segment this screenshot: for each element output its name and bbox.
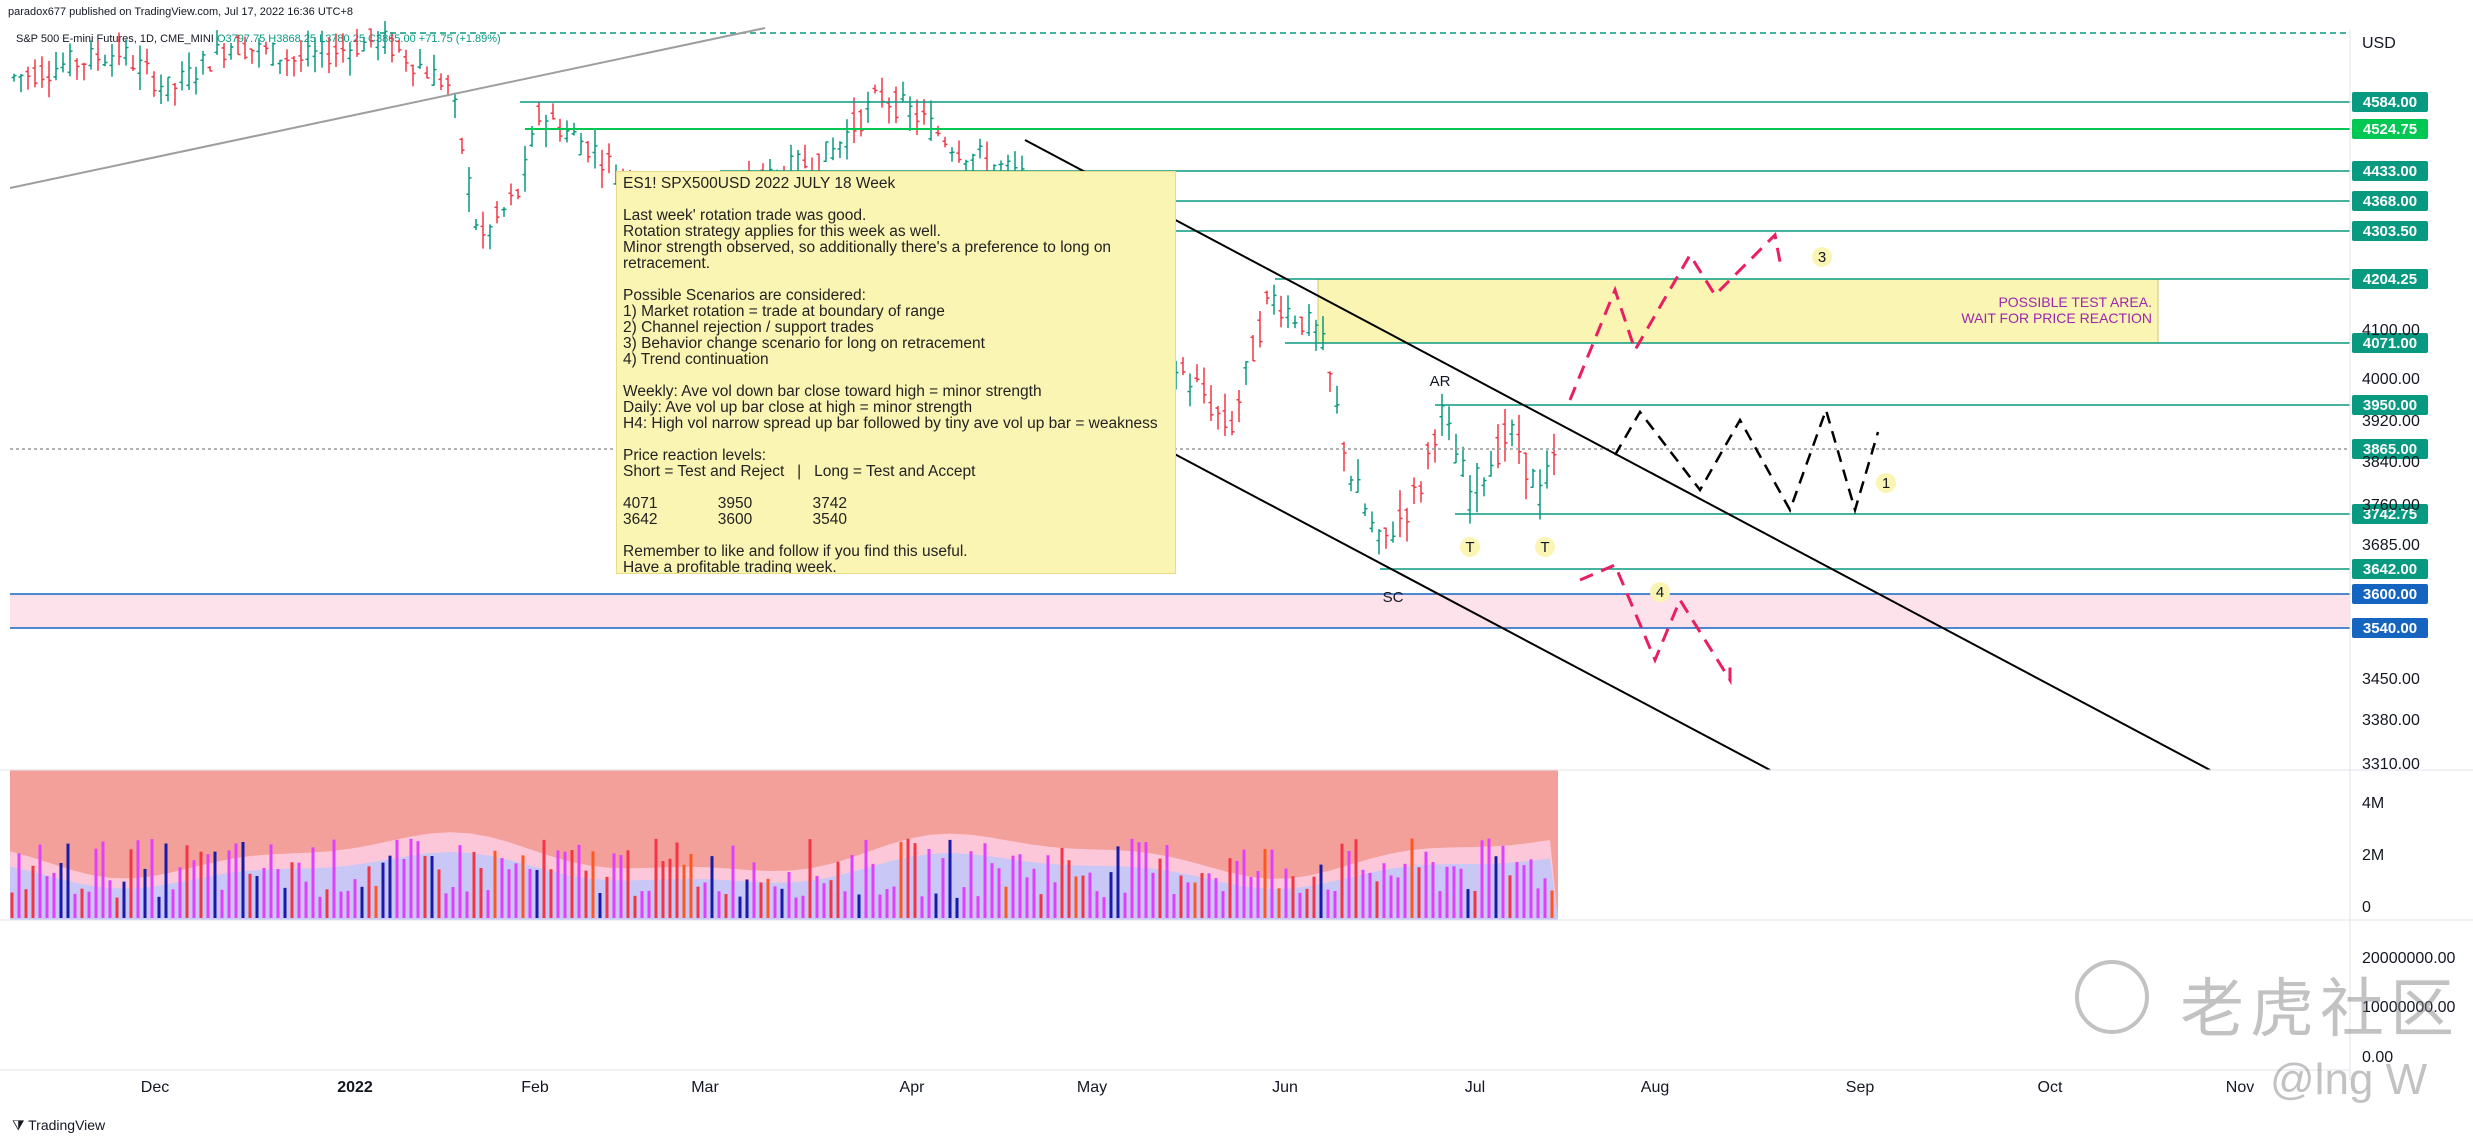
price-level-value: 4433.00 (2363, 163, 2417, 180)
x-tick-label: Apr (900, 1079, 926, 1096)
price-level-tag (2352, 119, 2428, 139)
price-level-tag (2352, 439, 2428, 459)
annotation-bubble (1535, 537, 1555, 557)
support-band-fill (10, 594, 2350, 628)
x-tick-label: Feb (521, 1079, 549, 1096)
price-levels: 4584.00 4524.75 4433.00 4368.00 4303.50 4204.… (10, 32, 2428, 638)
price-level-tag (2352, 395, 2428, 415)
price-level-value: 4204.25 (2363, 271, 2417, 288)
y-tick-label: 4000.00 (2362, 371, 2420, 388)
y-tick-label: 3450.00 (2362, 671, 2420, 688)
price-level-value: 4524.75 (2363, 121, 2417, 138)
annotation-label: T (1465, 539, 1474, 556)
price-level-tag (2352, 191, 2428, 211)
lower-tick-label: 10000000.00 (2362, 999, 2456, 1016)
bearish-projection (1579, 563, 1732, 686)
x-tick-label: Jun (1272, 1079, 1298, 1096)
price-level-tag (2352, 333, 2428, 353)
price-level-value: 3950.00 (2363, 397, 2417, 414)
annotation-bubble (1876, 473, 1896, 493)
price-level-tag (2352, 92, 2428, 112)
brand-label: TradingView (28, 1117, 106, 1133)
x-tick-label: Mar (691, 1079, 719, 1096)
price-level-value: 3742.75 (2363, 506, 2417, 523)
price-level-value: 3600.00 (2363, 586, 2417, 603)
lower-tick-label: 20000000.00 (2362, 950, 2456, 967)
annotation-label: SC (1383, 589, 1404, 606)
published-header: paradox677 published on TradingView.com,… (8, 6, 354, 18)
tradingview-logo-icon: ⧩ (12, 1117, 29, 1133)
price-level-tag (2352, 269, 2428, 289)
x-tick-label: May (1077, 1079, 1107, 1096)
y-tick-label: 4100.00 (2362, 322, 2420, 339)
x-tick-label: Oct (2038, 1079, 2063, 1096)
zone-label: POSSIBLE TEST AREA. (1998, 294, 2152, 310)
y-tick-label: 3380.00 (2362, 712, 2420, 729)
price-level-value: 4071.00 (2363, 335, 2417, 352)
tradingview-brand[interactable]: ⧩ TradingView (12, 1117, 105, 1134)
annotation-label: 4 (1656, 584, 1664, 601)
price-level-value: 3540.00 (2363, 620, 2417, 637)
price-level-tag (2352, 504, 2428, 524)
x-tick-label: 2022 (337, 1079, 373, 1096)
x-tick-label: Dec (141, 1079, 169, 1096)
lower-tick-label: 0.00 (2362, 1049, 2393, 1066)
annotation-bubble (1650, 582, 1670, 602)
rotation-projection (1613, 405, 1880, 515)
price-level-tag (2352, 161, 2428, 181)
x-tick-label: Aug (1641, 1079, 1669, 1096)
currency-label: USD (2362, 35, 2396, 52)
annotation-label: T (1540, 539, 1549, 556)
volume-tick-label: 4M (2362, 795, 2384, 812)
price-level-value: 3865.00 (2363, 441, 2417, 458)
symbol-legend: S&P 500 E-mini Futures, 1D, CME_MINI O37… (16, 33, 501, 45)
volume-pane (10, 770, 1558, 920)
axes: USD 3310.00 3380.00 3450.00 3685.00 3760.00 38… (0, 30, 2473, 1096)
price-level-tag (2352, 584, 2428, 604)
x-tick-label: Jul (1465, 1079, 1485, 1096)
price-level-value: 4584.00 (2363, 94, 2417, 111)
symbol-name[interactable]: S&P 500 E-mini Futures, 1D, CME_MINI (16, 33, 214, 45)
zone-rect (1317, 278, 2159, 344)
annotations: AR SC T T 1 3 4 (1383, 247, 1896, 606)
price-level-tag (2352, 221, 2428, 241)
annotation-bubble (1460, 537, 1480, 557)
x-tick-label: Sep (1846, 1079, 1875, 1096)
price-level-tag (2352, 559, 2428, 579)
test-area-zone: POSSIBLE TEST AREA.WAIT FOR PRICE REACTI… (1317, 278, 2159, 344)
y-tick-label: 3685.00 (2362, 537, 2420, 554)
price-level-value: 4368.00 (2363, 193, 2417, 210)
y-tick-label: 3920.00 (2362, 413, 2420, 430)
y-tick-label: 3310.00 (2362, 756, 2420, 773)
zone-label: WAIT FOR PRICE REACTION (1961, 310, 2152, 326)
channel-upper-line (1024, 139, 2211, 771)
volume-tick-label: 2M (2362, 847, 2384, 864)
price-level-tag (2352, 618, 2428, 638)
price-level-value: 3642.00 (2363, 561, 2417, 578)
annotation-label: AR (1430, 373, 1451, 390)
annotation-bubble (1812, 247, 1832, 267)
y-tick-label: 3760.00 (2362, 497, 2420, 514)
volume-tick-label: 0 (2362, 899, 2371, 916)
annotation-label: 3 (1818, 249, 1826, 266)
annotation-label: 1 (1882, 475, 1890, 492)
rising-trendline (9, 27, 766, 189)
x-tick-label: Nov (2226, 1079, 2254, 1096)
bullish-projection (1568, 231, 1782, 401)
analysis-note: ES1! SPX500USD 2022 JULY 18 Week Last we… (616, 171, 1176, 574)
watermark-text: 老虎社区 (2180, 973, 2460, 1045)
watermark-handle: @lng W (2270, 1055, 2428, 1104)
support-band (10, 594, 2350, 628)
y-tick-label: 3840.00 (2362, 454, 2420, 471)
price-level-value: 4303.50 (2363, 223, 2417, 240)
ohlc-values: O3797.75 H3868.25 L3780.25 C3865.00 +71.… (216, 33, 501, 45)
watermark-logo-icon (2075, 960, 2149, 1034)
